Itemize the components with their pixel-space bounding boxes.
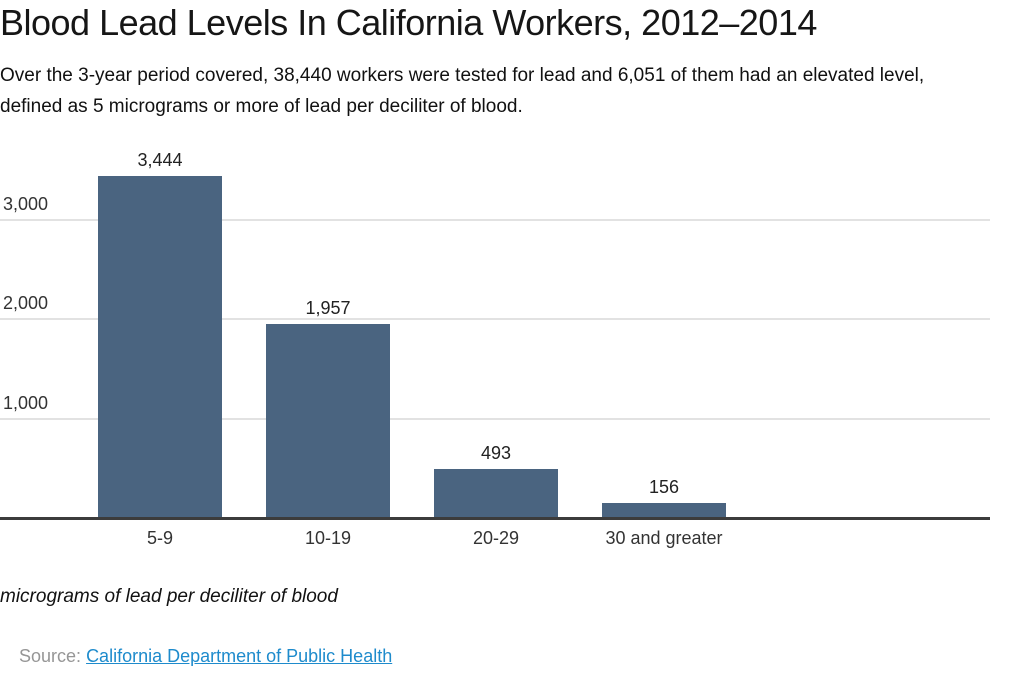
bar-value-label: 493 [480,443,512,463]
chart-subtitle-line2: defined as 5 micrograms or more of lead … [0,96,523,117]
chart-subtitle-line1: Over the 3-year period covered, 38,440 w… [0,65,925,86]
bar-value-label: 3,444 [137,150,183,170]
x-axis-unit-note: micrograms of lead per deciliter of bloo… [0,586,338,607]
bar-10-19 [266,324,390,518]
x-category-label: 30 and greater [605,528,723,548]
y-tick-label: 1,000 [3,392,49,413]
y-tick-label: 3,000 [3,194,49,215]
gridline [0,417,990,420]
gridline [0,219,990,222]
x-category-label: 5-9 [146,528,173,548]
gridline [0,318,990,321]
x-category-label: 10-19 [304,528,352,548]
bar-20-29 [434,469,558,518]
x-axis-line [0,517,990,520]
bar-30 and greater [602,503,726,518]
y-tick-label: 2,000 [3,293,49,314]
bar-value-label: 1,957 [305,298,351,318]
chart-subtitle: Over the 3-year period covered, 38,440 w… [0,60,924,122]
chart-title: Blood Lead Levels In California Workers,… [0,2,817,43]
x-category-label: 20-29 [472,528,520,548]
source-link[interactable]: California Department of Public Health [86,646,393,666]
source-row: Source: California Department of Public … [19,646,392,667]
bar-value-label: 156 [648,477,680,497]
source-label: Source: [19,646,82,666]
bar-5-9 [98,176,222,518]
